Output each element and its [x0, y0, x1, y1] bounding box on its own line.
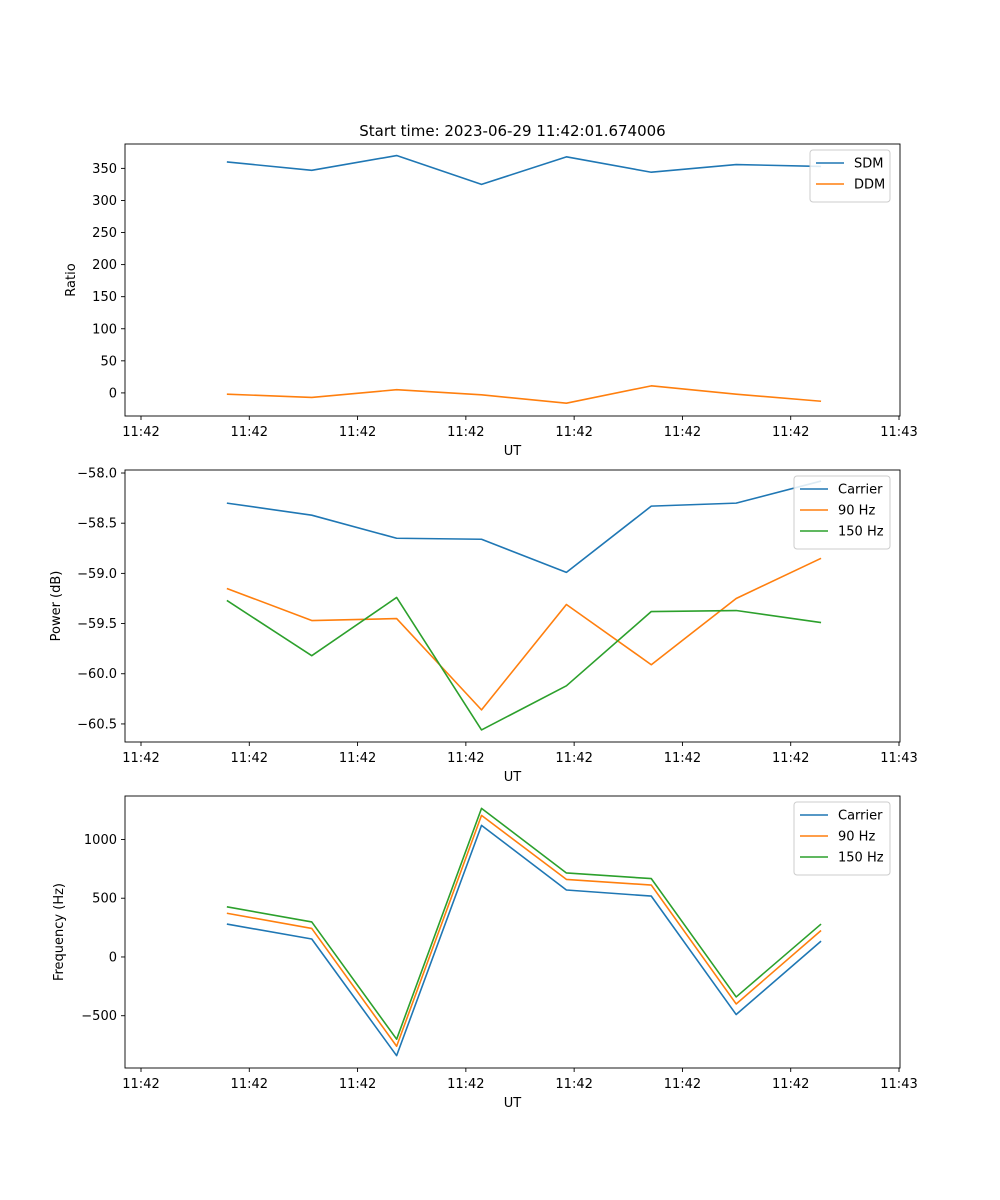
- legend-entry-label: 150 Hz: [838, 851, 884, 866]
- x-tick-label: 11:42: [339, 751, 376, 766]
- x-axis-label: UT: [504, 770, 522, 785]
- series-line-150-hz: [226, 596, 822, 731]
- series-line-ddm: [226, 385, 822, 404]
- y-tick-label: 100: [92, 322, 117, 337]
- y-tick-label: 1000: [84, 833, 117, 848]
- x-tick-label: 11:42: [772, 425, 809, 440]
- y-tick-label: −500: [81, 1009, 117, 1024]
- x-tick-label: 11:42: [339, 1077, 376, 1092]
- y-tick-label: 150: [92, 290, 117, 305]
- y-tick-label: −59.5: [77, 617, 117, 632]
- y-tick-label: 500: [92, 892, 117, 907]
- legend-entry-label: Carrier: [838, 809, 883, 824]
- x-tick-label: 11:43: [880, 751, 917, 766]
- y-tick-label: −60.0: [77, 667, 117, 682]
- x-tick-label: 11:43: [880, 425, 917, 440]
- x-tick-label: 11:42: [772, 751, 809, 766]
- x-tick-label: 11:42: [664, 751, 701, 766]
- series-line-90-hz: [226, 814, 822, 1048]
- chart-panel-3: 11:42 11:42 11:42 11:42 11:42 11:42 11:42 11:43…: [52, 795, 918, 1111]
- x-tick-label: 11:42: [447, 1077, 484, 1092]
- axes-frame: [124, 143, 901, 417]
- series-line-carrier: [226, 824, 822, 1057]
- chart-panel-1: 11:42 11:42 11:42 11:42 11:42 11:42 11:42 11:43…: [64, 143, 918, 459]
- x-tick-label: 11:42: [555, 425, 592, 440]
- chart-panel-2: 11:42 11:42 11:42 11:42 11:42 11:42 11:42 11:43…: [49, 467, 918, 785]
- y-tick-label: 350: [92, 162, 117, 177]
- y-tick-label: 0: [109, 950, 117, 965]
- legend-entry-label: Carrier: [838, 483, 883, 498]
- x-tick-label: 11:42: [122, 751, 159, 766]
- axes-frame: [124, 795, 901, 1069]
- x-tick-label: 11:42: [772, 1077, 809, 1092]
- x-tick-label: 11:42: [122, 1077, 159, 1092]
- legend: Carrier 90 Hz 150 Hz: [793, 475, 891, 550]
- y-axis-label: Ratio: [64, 263, 79, 296]
- legend-entry-label: DDM: [854, 178, 885, 193]
- x-tick-label: 11:42: [231, 751, 268, 766]
- x-tick-label: 11:42: [231, 425, 268, 440]
- x-axis-label: UT: [504, 1096, 522, 1111]
- x-tick-label: 11:42: [555, 751, 592, 766]
- y-tick-label: −60.5: [77, 717, 117, 732]
- series-line-150-hz: [226, 807, 822, 1041]
- series-line-carrier: [226, 480, 822, 574]
- legend-entry-label: 90 Hz: [838, 830, 875, 845]
- series-line-90-hz: [226, 557, 822, 711]
- y-tick-label: 300: [92, 194, 117, 209]
- x-tick-label: 11:42: [339, 425, 376, 440]
- y-axis-label: Power (dB): [49, 571, 64, 642]
- legend: Carrier 90 Hz 150 Hz: [793, 801, 891, 876]
- legend-entry-label: 150 Hz: [838, 525, 884, 540]
- y-tick-label: 0: [109, 386, 117, 401]
- x-tick-label: 11:42: [447, 751, 484, 766]
- x-tick-label: 11:42: [555, 1077, 592, 1092]
- y-tick-label: −59.0: [77, 567, 117, 582]
- y-tick-label: −58.5: [77, 517, 117, 532]
- y-tick-label: 50: [100, 354, 117, 369]
- x-tick-label: 11:43: [880, 1077, 917, 1092]
- figure-title: Start time: 2023-06-29 11:42:01.674006: [359, 122, 665, 140]
- x-tick-label: 11:42: [231, 1077, 268, 1092]
- x-axis-label: UT: [504, 444, 522, 459]
- y-axis-label: Frequency (Hz): [52, 883, 67, 981]
- series-line-sdm: [226, 154, 822, 186]
- legend-entry-label: 90 Hz: [838, 504, 875, 519]
- legend: SDM DDM: [809, 149, 891, 203]
- y-tick-label: −58.0: [77, 467, 117, 482]
- x-tick-label: 11:42: [664, 425, 701, 440]
- x-tick-label: 11:42: [664, 1077, 701, 1092]
- legend-entry-label: SDM: [854, 157, 883, 172]
- axes-frame: [124, 469, 901, 743]
- x-tick-label: 11:42: [447, 425, 484, 440]
- y-tick-label: 250: [92, 226, 117, 241]
- x-tick-label: 11:42: [122, 425, 159, 440]
- y-tick-label: 200: [92, 258, 117, 273]
